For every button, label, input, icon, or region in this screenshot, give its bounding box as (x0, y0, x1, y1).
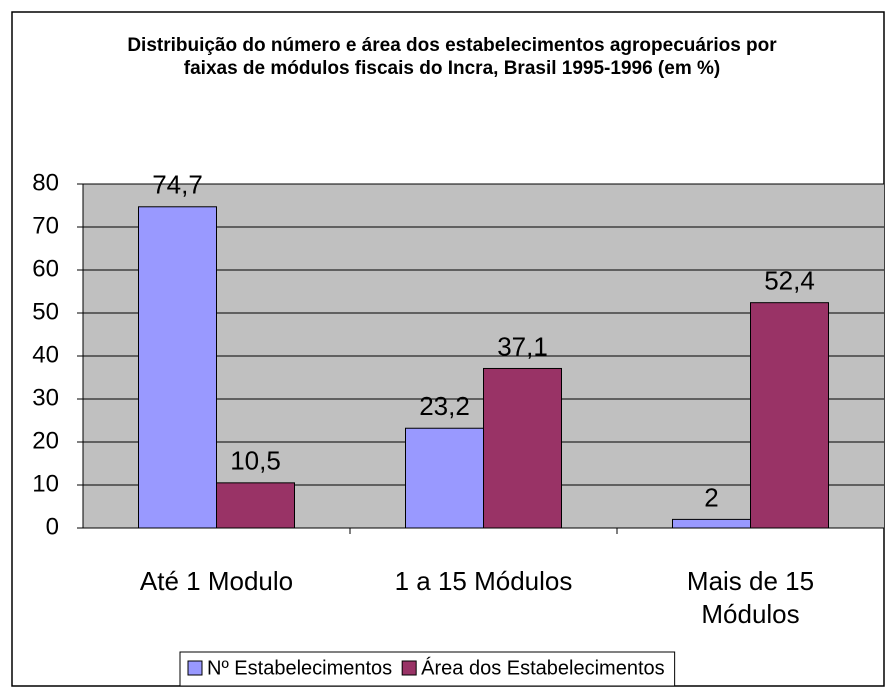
bar (483, 367, 562, 529)
y-tick-label: 50 (32, 298, 59, 325)
y-tick-label: 60 (32, 255, 59, 282)
legend-label: Área dos Estabelecimentos (421, 656, 664, 679)
data-label: 10,5 (230, 446, 281, 476)
bar (750, 302, 829, 529)
y-tick-label: 10 (32, 470, 59, 497)
x-tick-label: 1 a 15 Módulos (394, 566, 573, 596)
y-tick-label: 40 (32, 341, 59, 368)
y-tick-label: 0 (46, 513, 59, 540)
y-tick-label: 70 (32, 212, 59, 239)
legend (179, 651, 676, 687)
bar (216, 482, 295, 529)
data-label: 23,2 (419, 391, 470, 421)
legend-swatch (187, 660, 203, 676)
bar (672, 518, 751, 529)
legend-label: Nº Estabelecimentos (207, 657, 392, 679)
y-tick-label: 30 (32, 384, 59, 411)
y-tick-label: 80 (32, 169, 59, 196)
legend-swatch (401, 660, 417, 676)
bar (405, 427, 484, 529)
data-label: 74,7 (152, 170, 203, 200)
data-label: 37,1 (497, 331, 548, 361)
y-tick-label: 20 (32, 427, 59, 454)
data-label: 2 (704, 482, 718, 512)
chart-title: Distribuição do número e área dos estabe… (127, 35, 777, 79)
x-tick-label: Até 1 Modulo (139, 566, 294, 596)
bar (138, 206, 217, 529)
data-label: 52,4 (764, 266, 815, 296)
x-tick-label: Mais de 15 Módulos (686, 566, 815, 629)
